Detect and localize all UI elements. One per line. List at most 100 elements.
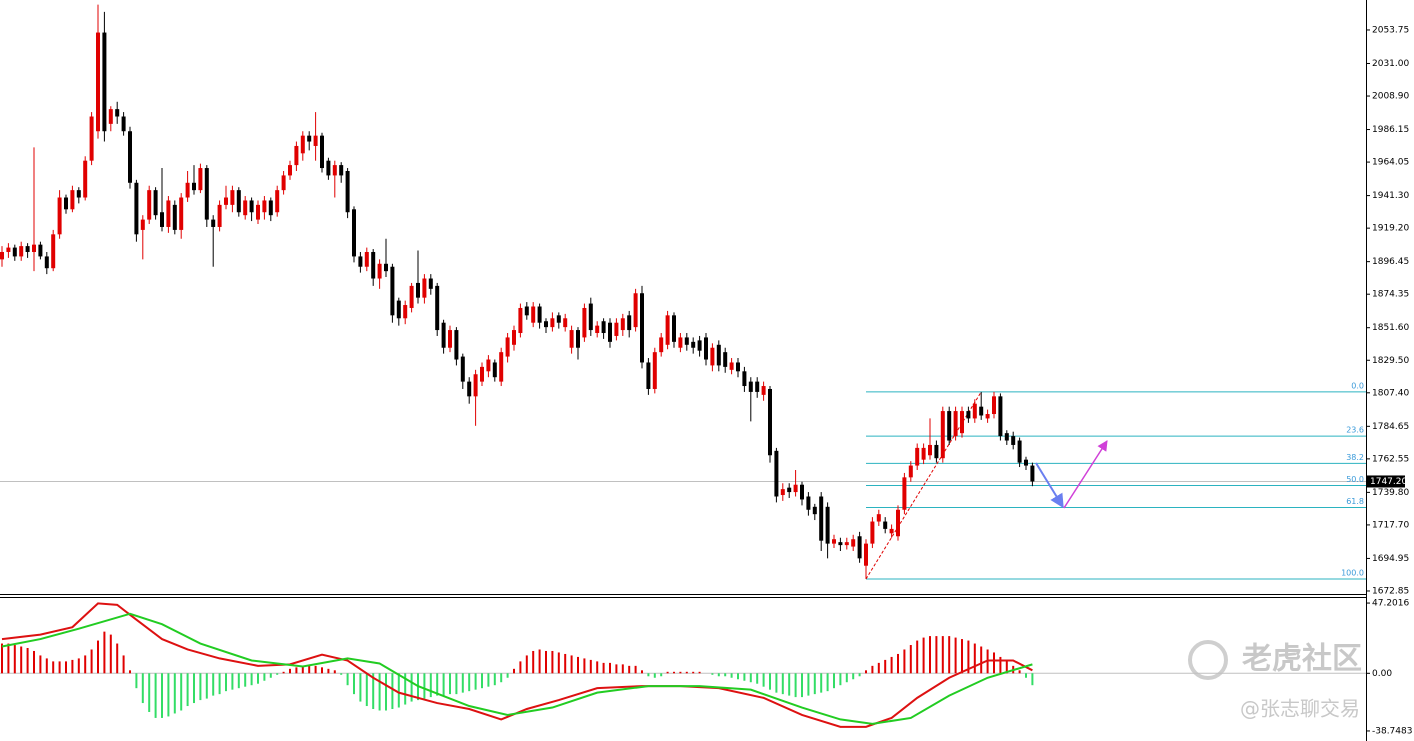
candle-body [147, 190, 152, 220]
macd-bar [135, 673, 138, 689]
macd-bar [442, 673, 445, 696]
candle-body [185, 182, 190, 198]
candle-body [755, 381, 760, 392]
macd-bar [39, 655, 42, 674]
candle-body [678, 337, 683, 348]
candle-body [1030, 465, 1035, 482]
macd-bar [769, 673, 771, 690]
candle-body [742, 371, 747, 387]
macd-bar [973, 643, 976, 674]
macd-bar [250, 673, 253, 686]
candle-body [262, 200, 267, 213]
y-tick-label: 0.00 [1372, 669, 1392, 679]
fib-label: 23.6 [1346, 426, 1364, 435]
candle-body [531, 306, 536, 323]
candle-body [64, 197, 68, 210]
macd-bar [372, 673, 375, 710]
macd-bar [33, 650, 35, 674]
macd-bar [647, 673, 650, 677]
macd-bar [749, 673, 752, 683]
candle-body [320, 135, 324, 169]
macd-bar [455, 673, 458, 695]
candle-body [409, 285, 414, 308]
macd-bar [65, 661, 67, 674]
y-tick-label: 1919.20 [1372, 224, 1409, 234]
y-tick-label: 1851.60 [1372, 323, 1409, 333]
macd-bar [436, 673, 439, 696]
candle-body [646, 362, 651, 389]
candle-body [326, 160, 331, 176]
macd-bar [781, 673, 784, 695]
candle-body [844, 542, 849, 546]
candle-body [819, 496, 824, 541]
candle-body [966, 411, 971, 419]
candle-body [288, 165, 292, 176]
candle-body [38, 244, 43, 257]
macd-bar [13, 645, 16, 674]
macd-bar [1025, 673, 1027, 678]
candle-body [108, 109, 113, 124]
macd-bar [71, 659, 74, 674]
candle-body [192, 182, 196, 191]
candle-body [384, 263, 388, 272]
candle-body [787, 487, 792, 493]
candle-body [691, 341, 696, 348]
macd-bar [909, 645, 912, 674]
candle-body [467, 381, 472, 397]
candle-body [172, 204, 177, 230]
macd-bar [724, 673, 727, 677]
candle-body [940, 411, 945, 459]
candle-body [652, 352, 657, 389]
candle-body [448, 330, 452, 348]
candle-body [851, 539, 856, 547]
macd-bar [564, 653, 567, 674]
candle-body [134, 182, 139, 235]
macd-bar [653, 673, 656, 678]
candle-body [435, 285, 440, 331]
macd-bar [391, 673, 394, 710]
candle-body [166, 200, 171, 227]
macd-bar [109, 634, 112, 674]
y-tick-label: 1941.30 [1372, 191, 1409, 201]
macd-bar [359, 673, 362, 702]
candle-body [57, 197, 62, 235]
macd-bar [263, 673, 266, 681]
macd-line [1, 612, 1033, 725]
candle-body [19, 246, 24, 257]
candle-body [672, 315, 676, 342]
candle-body [870, 521, 875, 544]
candle-body [230, 190, 235, 205]
macd-bar [276, 673, 279, 675]
y-tick-label: 1672.85 [1372, 586, 1409, 596]
candle-body [441, 322, 446, 348]
candle-body [339, 165, 344, 176]
candle-body [294, 145, 299, 166]
macd-bar [321, 667, 323, 674]
y-tick-label: 1964.05 [1372, 158, 1409, 168]
macd-bar [1018, 670, 1021, 674]
candle-body [1017, 440, 1022, 463]
candle-body [524, 306, 529, 316]
candle-body [697, 340, 702, 351]
macd-bar [122, 655, 125, 674]
macd-bar [506, 673, 509, 678]
candle-body [268, 200, 273, 216]
macd-bar [826, 673, 829, 692]
candle-body [908, 465, 913, 478]
candle-body [505, 337, 510, 357]
candle-body [204, 168, 209, 220]
candle-body [723, 352, 728, 367]
macd-bar [429, 673, 432, 698]
macd-bar [26, 647, 29, 674]
candle-body [633, 293, 638, 328]
candle-body [812, 506, 817, 515]
y-tick-label: 1807.40 [1372, 388, 1409, 398]
macd-bar [916, 640, 919, 674]
candle-body [0, 252, 4, 260]
macd-bar [980, 646, 983, 674]
candle-body [32, 244, 36, 253]
candle-body [1024, 459, 1028, 466]
candle-body [390, 266, 395, 316]
